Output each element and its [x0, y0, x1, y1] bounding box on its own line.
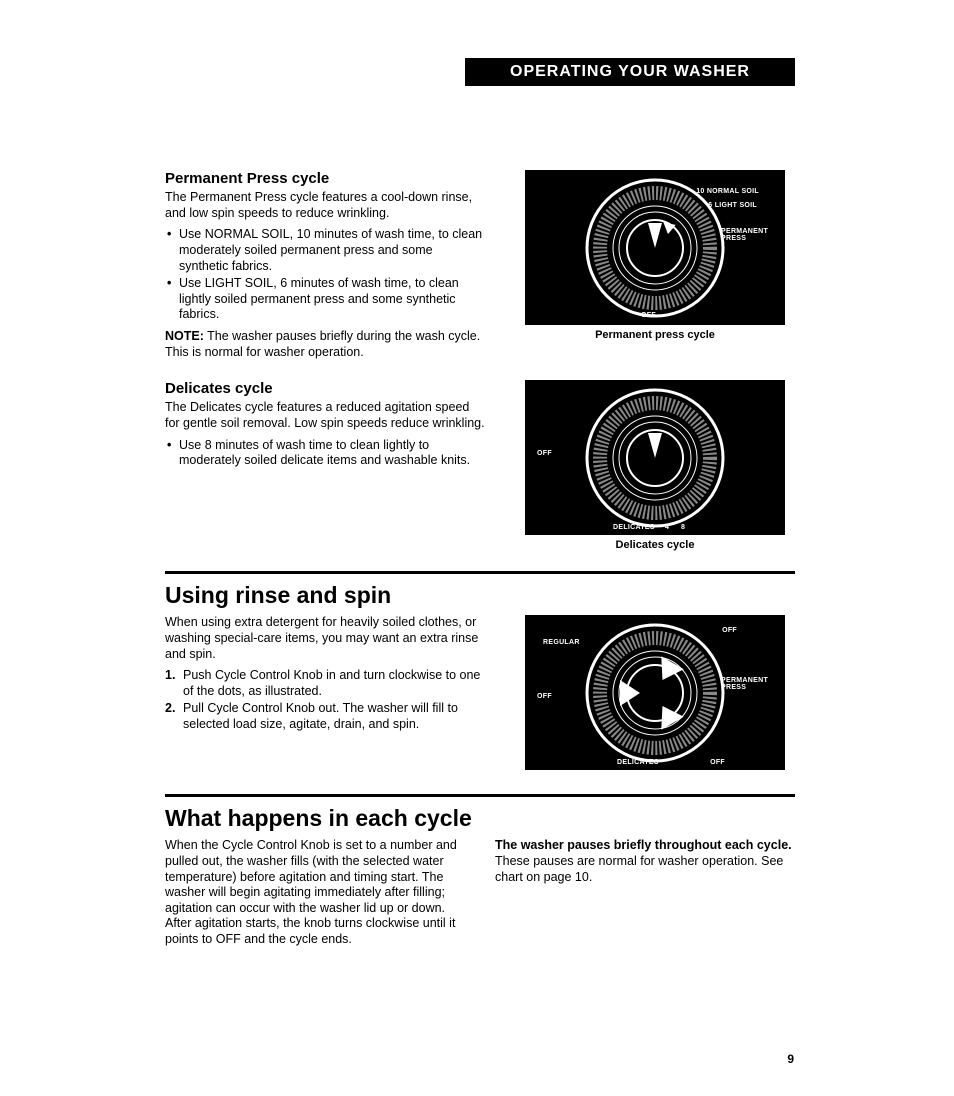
dial-label-off: OFF — [641, 312, 656, 319]
perm-bullet-1: Use NORMAL SOIL, 10 minutes of wash time… — [165, 227, 485, 274]
what-right-bold: The washer pauses briefly throughout eac… — [495, 838, 792, 852]
perm-intro: The Permanent Press cycle features a coo… — [165, 190, 485, 221]
rinse-steps: 1.Push Cycle Control Knob in and turn cl… — [165, 668, 485, 733]
dial-label-off2: OFF — [537, 693, 552, 700]
perm-dial-figure: 10 NORMAL SOIL 6 LIGHT SOIL PERMANENT PR… — [525, 170, 785, 325]
dial-label-off: OFF — [537, 450, 552, 457]
permanent-press-section: Permanent Press cycle The Permanent Pres… — [165, 170, 795, 366]
dial-label-4: 4 — [665, 524, 669, 531]
del-intro: The Delicates cycle features a reduced a… — [165, 400, 485, 431]
note-label: NOTE: — [165, 329, 204, 343]
what-right-text: The washer pauses briefly throughout eac… — [495, 838, 795, 885]
del-title: Delicates cycle — [165, 380, 485, 397]
dial-label-8: 8 — [681, 524, 685, 531]
divider-2 — [165, 794, 795, 797]
dial-icon — [580, 173, 730, 323]
del-text-col: Delicates cycle The Delicates cycle feat… — [165, 380, 485, 551]
divider-1 — [165, 571, 795, 574]
what-title: What happens in each cycle — [165, 805, 795, 832]
perm-figure-col: 10 NORMAL SOIL 6 LIGHT SOIL PERMANENT PR… — [515, 170, 795, 366]
rinse-step-1-text: Push Cycle Control Knob in and turn cloc… — [183, 668, 480, 698]
perm-title: Permanent Press cycle — [165, 170, 485, 187]
dial-icon — [580, 618, 730, 768]
del-figure-col: OFF DELICATES 4 8 Delicates cycle — [515, 380, 795, 551]
rinse-title: Using rinse and spin — [165, 582, 795, 609]
page-number: 9 — [787, 1052, 794, 1066]
del-bullets: Use 8 minutes of wash time to clean ligh… — [165, 438, 485, 469]
perm-bullets: Use NORMAL SOIL, 10 minutes of wash time… — [165, 227, 485, 323]
rinse-step-1: 1.Push Cycle Control Knob in and turn cl… — [165, 668, 485, 699]
rinse-text-col: When using extra detergent for heavily s… — [165, 615, 485, 774]
dial-label-delicates: DELICATES — [617, 759, 659, 766]
perm-caption: Permanent press cycle — [595, 329, 715, 341]
delicates-section: Delicates cycle The Delicates cycle feat… — [165, 380, 795, 551]
page-content: Permanent Press cycle The Permanent Pres… — [165, 170, 795, 954]
dial-icon — [580, 383, 730, 533]
del-bullet-1: Use 8 minutes of wash time to clean ligh… — [165, 438, 485, 469]
dial-label-regular: REGULAR — [543, 639, 580, 646]
perm-text-col: Permanent Press cycle The Permanent Pres… — [165, 170, 485, 366]
dial-label-perm: PERMANENT PRESS — [721, 228, 779, 242]
dial-label-off1: OFF — [722, 627, 737, 634]
dial-label-delicates: DELICATES — [613, 524, 655, 531]
rinse-dial-figure: REGULAR OFF PERMANENT PRESS OFF DELICATE… — [525, 615, 785, 770]
rinse-figure-col: REGULAR OFF PERMANENT PRESS OFF DELICATE… — [515, 615, 795, 774]
del-dial-figure: OFF DELICATES 4 8 — [525, 380, 785, 535]
rinse-step-2: 2.Pull Cycle Control Knob out. The washe… — [165, 701, 485, 732]
what-left-col: When the Cycle Control Knob is set to a … — [165, 838, 465, 953]
note-text: The washer pauses briefly during the was… — [165, 329, 480, 359]
perm-note: NOTE: The washer pauses briefly during t… — [165, 329, 485, 360]
rinse-intro: When using extra detergent for heavily s… — [165, 615, 485, 662]
what-right-col: The washer pauses briefly throughout eac… — [495, 838, 795, 953]
dial-label-light: 6 LIGHT SOIL — [708, 202, 757, 209]
what-right-rest: These pauses are normal for washer opera… — [495, 854, 783, 884]
dial-label-off3: OFF — [710, 759, 725, 766]
rinse-step-2-text: Pull Cycle Control Knob out. The washer … — [183, 701, 458, 731]
what-left-text: When the Cycle Control Knob is set to a … — [165, 838, 465, 947]
del-caption: Delicates cycle — [616, 539, 695, 551]
perm-bullet-2: Use LIGHT SOIL, 6 minutes of wash time, … — [165, 276, 485, 323]
dial-label-normal: 10 NORMAL SOIL — [696, 188, 759, 195]
dial-label-perm: PERMANENT PRESS — [721, 677, 779, 691]
header-bar: OPERATING YOUR WASHER — [465, 58, 795, 86]
what-section: When the Cycle Control Knob is set to a … — [165, 838, 795, 953]
rinse-section: When using extra detergent for heavily s… — [165, 615, 795, 774]
